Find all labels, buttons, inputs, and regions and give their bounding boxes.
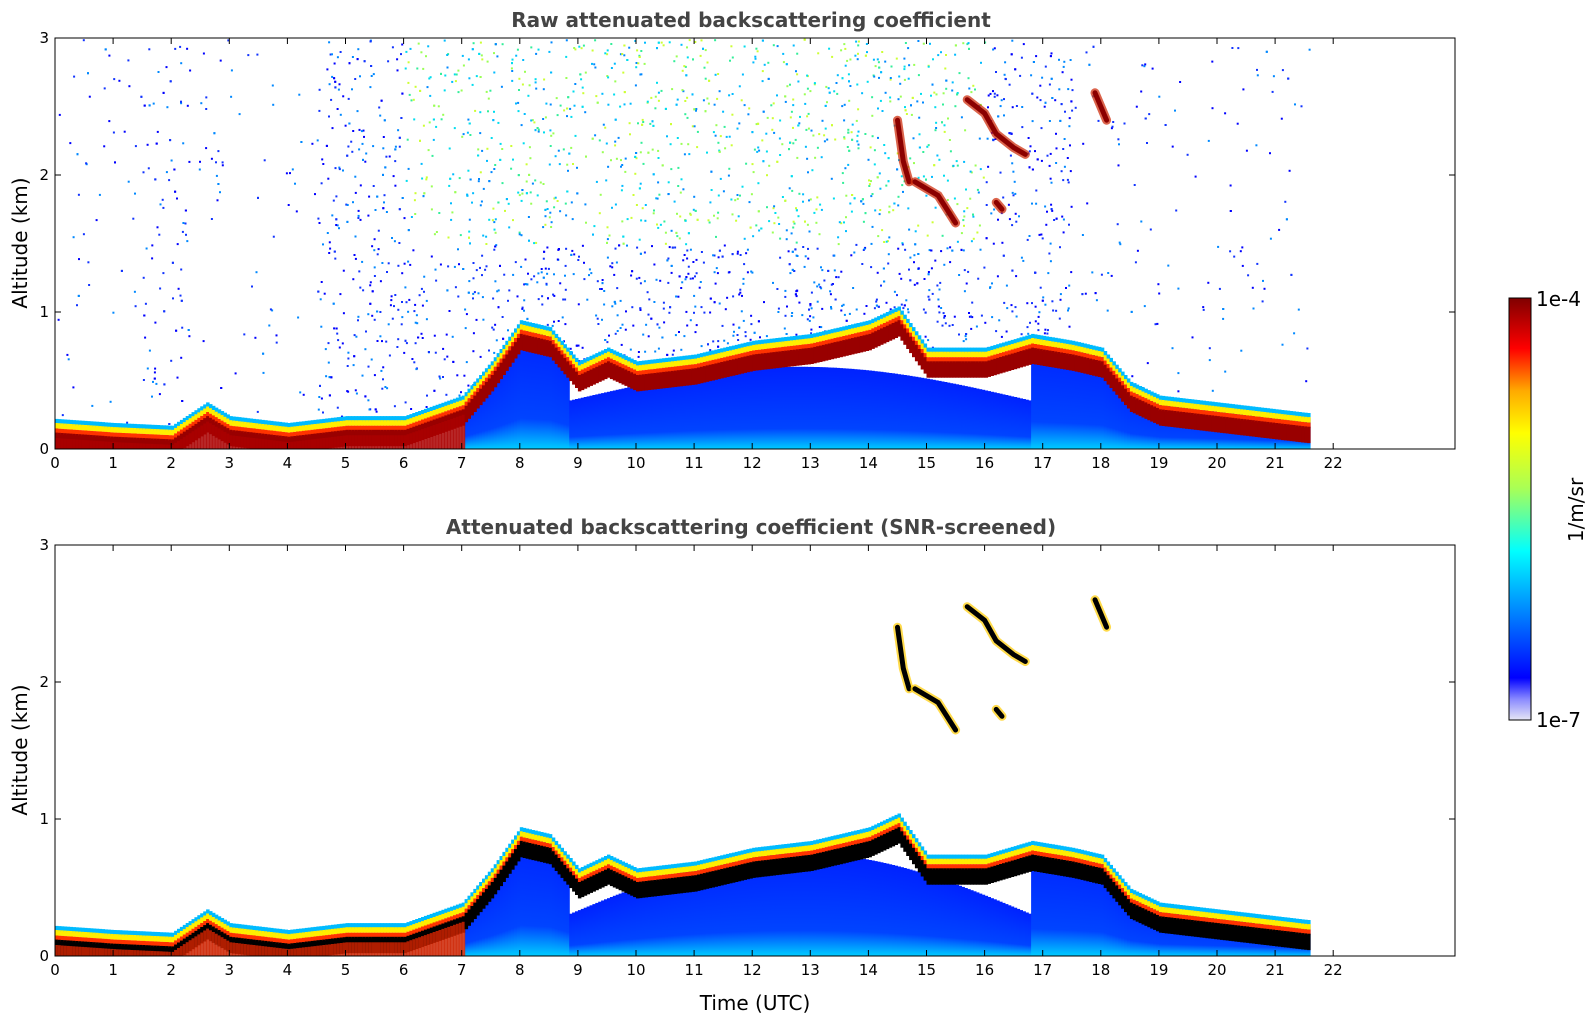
x-axis-label: Time (UTC)	[699, 991, 811, 1015]
x-tick-label: 22	[1324, 454, 1343, 472]
raw-backscatter-panel: Raw attenuated backscattering coefficien…	[8, 8, 1456, 472]
boundary-layer-band	[55, 813, 1311, 956]
x-tick-label: 7	[457, 961, 467, 979]
x-tick-label: 3	[225, 961, 235, 979]
colorbar-max-label: 1e-4	[1536, 287, 1581, 311]
colorbar-gradient	[1508, 297, 1532, 721]
colorbar-unit-label: 1/m/sr	[1564, 477, 1588, 542]
x-tick-label: 3	[225, 454, 235, 472]
x-tick-label: 9	[573, 454, 583, 472]
x-tick-label: 19	[1149, 961, 1168, 979]
x-tick-label: 18	[1091, 454, 1110, 472]
noise-speckle	[55, 38, 1311, 432]
x-tick-label: 22	[1324, 961, 1343, 979]
y-tick-label: 2	[39, 166, 49, 184]
x-tick-label: 20	[1207, 961, 1226, 979]
x-tick-label: 14	[859, 961, 878, 979]
x-tick-label: 15	[917, 454, 936, 472]
x-tick-label: 9	[573, 961, 583, 979]
x-tick-label: 21	[1266, 454, 1285, 472]
x-tick-label: 21	[1266, 961, 1285, 979]
y-axis-label: Altitude (km)	[8, 177, 32, 308]
x-tick-label: 15	[917, 961, 936, 979]
x-tick-label: 0	[50, 454, 60, 472]
x-tick-label: 17	[1033, 454, 1052, 472]
panel-title: Raw attenuated backscattering coefficien…	[511, 8, 991, 32]
x-tick-label: 2	[166, 454, 176, 472]
x-tick-label: 18	[1091, 961, 1110, 979]
x-tick-label: 11	[685, 961, 704, 979]
y-tick-label: 2	[39, 673, 49, 691]
elevated-clouds	[893, 595, 1112, 735]
x-tick-label: 11	[685, 454, 704, 472]
x-tick-label: 0	[50, 961, 60, 979]
x-tick-label: 10	[626, 454, 645, 472]
x-tick-label: 5	[341, 961, 351, 979]
x-tick-label: 13	[801, 454, 820, 472]
heatmap-layer	[55, 38, 1311, 449]
y-axis: 0 1 2 3	[39, 536, 1455, 965]
aerosol-fill	[464, 832, 1311, 957]
x-tick-label: 12	[743, 961, 762, 979]
x-tick-label: 7	[457, 454, 467, 472]
x-tick-label: 10	[626, 961, 645, 979]
plot-frame	[54, 544, 1456, 957]
x-axis: 0 1 2 3 4 5 6 7 8 9 10 11 12 13 14 15 16 17 18 19 20 21 22	[50, 38, 1343, 472]
x-axis: 0 1 2 3 4 5 6 7 8 9 10 11 12 13 14 15 16 17 18 19 20 21 22	[50, 545, 1343, 979]
x-tick-label: 16	[975, 454, 994, 472]
x-tick-label: 16	[975, 961, 994, 979]
x-tick-label: 12	[743, 454, 762, 472]
aerosol-fill	[464, 325, 1311, 449]
x-tick-label: 4	[283, 961, 293, 979]
x-tick-label: 13	[801, 961, 820, 979]
colorbar-min-label: 1e-7	[1536, 708, 1581, 732]
y-tick-label: 0	[39, 440, 49, 458]
y-tick-label: 1	[39, 810, 49, 828]
x-tick-label: 5	[341, 454, 351, 472]
x-tick-label: 4	[283, 454, 293, 472]
x-tick-label: 19	[1149, 454, 1168, 472]
y-tick-label: 3	[39, 29, 49, 47]
x-tick-label: 6	[399, 454, 409, 472]
snr-screened-panel: Attenuated backscattering coefficient (S…	[8, 515, 1456, 1015]
elevated-clouds	[893, 88, 1112, 228]
boundary-layer-band	[55, 306, 1311, 449]
y-tick-label: 1	[39, 303, 49, 321]
x-tick-label: 20	[1207, 454, 1226, 472]
x-tick-label: 8	[515, 961, 525, 979]
panel-title: Attenuated backscattering coefficient (S…	[446, 515, 1056, 539]
plot-frame	[54, 37, 1456, 450]
x-tick-label: 1	[108, 454, 118, 472]
y-tick-label: 3	[39, 536, 49, 554]
x-tick-label: 14	[859, 454, 878, 472]
y-axis: 0 1 2 3	[39, 29, 1455, 458]
y-axis-label: Altitude (km)	[8, 684, 32, 815]
heatmap-layer	[55, 595, 1311, 957]
y-tick-label: 0	[39, 947, 49, 965]
x-tick-label: 17	[1033, 961, 1052, 979]
x-tick-label: 8	[515, 454, 525, 472]
x-tick-label: 2	[166, 961, 176, 979]
x-tick-label: 6	[399, 961, 409, 979]
colorbar: 1e-4 1e-7 1/m/sr	[1508, 287, 1588, 732]
x-tick-label: 1	[108, 961, 118, 979]
